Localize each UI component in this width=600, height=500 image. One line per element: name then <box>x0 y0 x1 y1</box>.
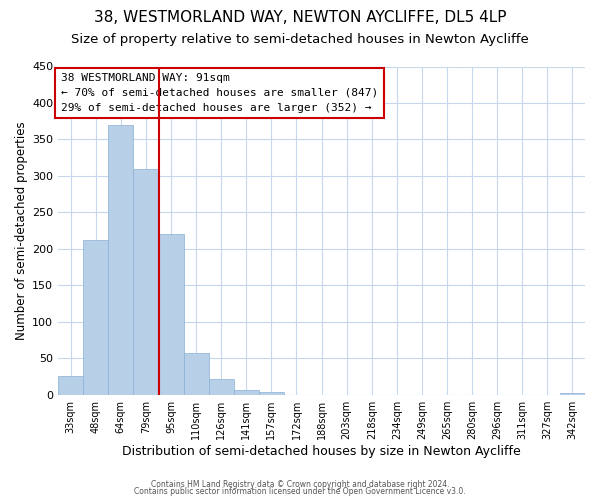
Text: Contains public sector information licensed under the Open Government Licence v3: Contains public sector information licen… <box>134 488 466 496</box>
X-axis label: Distribution of semi-detached houses by size in Newton Aycliffe: Distribution of semi-detached houses by … <box>122 444 521 458</box>
Bar <box>259 392 284 394</box>
Text: 38 WESTMORLAND WAY: 91sqm
← 70% of semi-detached houses are smaller (847)
29% of: 38 WESTMORLAND WAY: 91sqm ← 70% of semi-… <box>61 73 378 112</box>
Bar <box>184 353 209 395</box>
Text: Size of property relative to semi-detached houses in Newton Aycliffe: Size of property relative to semi-detach… <box>71 32 529 46</box>
Text: 38, WESTMORLAND WAY, NEWTON AYCLIFFE, DL5 4LP: 38, WESTMORLAND WAY, NEWTON AYCLIFFE, DL… <box>94 10 506 25</box>
Text: Contains HM Land Registry data © Crown copyright and database right 2024.: Contains HM Land Registry data © Crown c… <box>151 480 449 489</box>
Bar <box>109 125 133 394</box>
Bar <box>133 168 158 394</box>
Y-axis label: Number of semi-detached properties: Number of semi-detached properties <box>15 122 28 340</box>
Bar <box>83 240 109 394</box>
Bar <box>158 234 184 394</box>
Bar <box>560 393 585 394</box>
Bar <box>209 378 234 394</box>
Bar <box>234 390 259 394</box>
Bar <box>58 376 83 394</box>
